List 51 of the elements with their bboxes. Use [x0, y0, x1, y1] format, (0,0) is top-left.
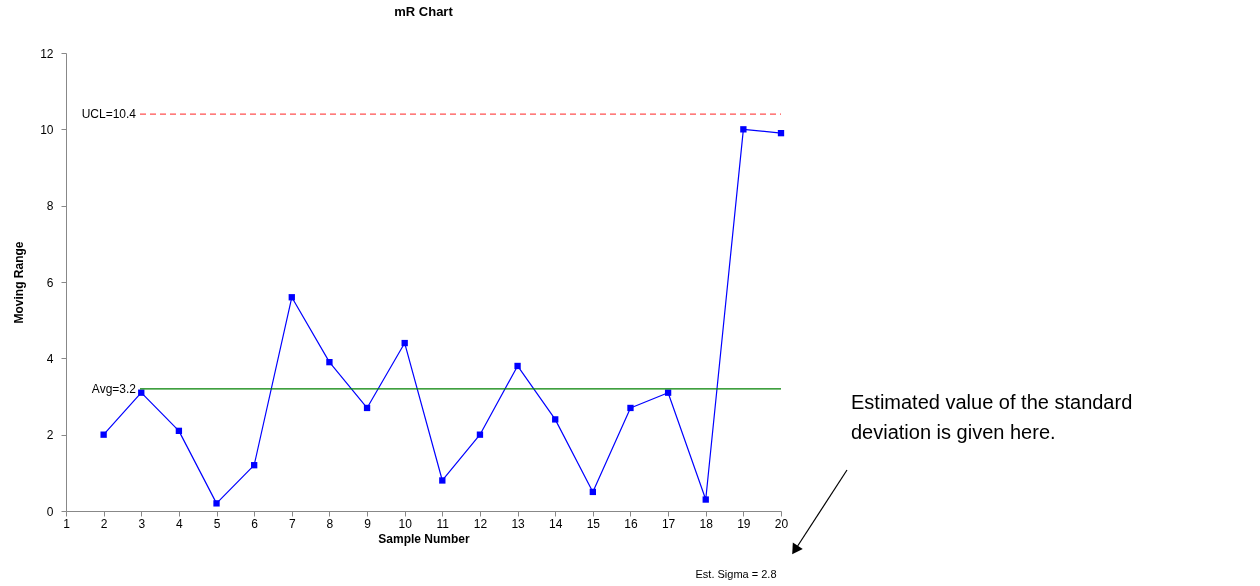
text: Est. Sigma = 2.8	[695, 568, 777, 580]
y-tick-label: 12	[40, 46, 54, 61]
x-tick-label: 20	[774, 516, 789, 531]
point	[326, 358, 333, 366]
y-tick-label: 4	[46, 351, 54, 366]
point	[363, 404, 371, 412]
point	[213, 500, 220, 507]
x-tick-label: 6	[251, 516, 259, 531]
point	[288, 294, 295, 301]
point	[589, 488, 597, 496]
x-tick-label: 1	[63, 516, 71, 531]
x-tick-label: 13	[511, 516, 526, 531]
point	[552, 416, 559, 423]
x-tick-label: 11	[436, 516, 450, 531]
x-tick-label: 14	[549, 516, 563, 531]
point	[251, 462, 258, 469]
point	[175, 427, 183, 435]
point	[702, 496, 709, 503]
point	[439, 477, 446, 484]
x-tick-label: 2	[100, 516, 108, 531]
point	[777, 129, 785, 137]
point	[627, 404, 634, 412]
x-tick-label: 8	[326, 516, 334, 531]
x-tick-label: 3	[138, 516, 146, 531]
x-tick-label: 5	[213, 516, 221, 531]
x-tick-label: 16	[624, 516, 638, 531]
point	[100, 431, 107, 438]
y-tick-label: 2	[46, 428, 54, 443]
x-tick-label: 4	[176, 516, 184, 531]
y-tick-label: 10	[40, 122, 54, 137]
point	[476, 431, 484, 438]
x-tick-label: 12	[473, 516, 488, 531]
x-tick-label: 7	[288, 516, 296, 531]
point	[514, 362, 521, 370]
x-tick-label: 19	[737, 516, 751, 531]
y-tick-label: 8	[46, 199, 54, 214]
x-tick-label: 9	[364, 516, 372, 531]
ref-line-label: UCL=10.4	[81, 107, 137, 122]
y-tick-label: 0	[46, 504, 54, 519]
x-tick-label: 15	[586, 516, 601, 531]
point	[401, 339, 408, 347]
y-tick-label: 6	[46, 275, 54, 290]
ref-line-label: Avg=3.2	[91, 381, 137, 396]
chart-title: mR Chart	[394, 4, 454, 19]
x-tick-label: 17	[661, 516, 676, 531]
x-tick-label: 18	[699, 516, 714, 531]
text: Estimated value of the standard deviation is given here.	[851, 391, 1133, 443]
x-tick-label: 10	[398, 516, 413, 531]
y-axis-title: Moving Range	[12, 241, 27, 324]
x-axis-title: Sample Number	[378, 531, 471, 546]
point	[740, 126, 747, 133]
